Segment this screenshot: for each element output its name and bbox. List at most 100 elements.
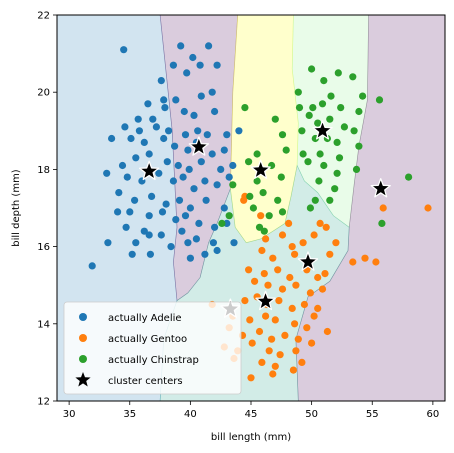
point-actually-adelie-31 [127, 134, 135, 143]
point-actually-adelie-17 [161, 104, 169, 112]
point-actually-chinstrap-48 [311, 196, 319, 204]
point-actually-adelie-42 [163, 158, 171, 166]
point-actually-adelie-37 [208, 150, 216, 158]
point-actually-chinstrap-32 [335, 154, 344, 162]
point-actually-adelie-86 [201, 250, 209, 258]
x-tick-label: 50 [305, 409, 318, 420]
point-actually-gentoo-8 [322, 223, 330, 231]
y-axis-ticks: 12 14 16 18 20 22 [37, 11, 57, 408]
data-points [88, 42, 432, 382]
point-actually-adelie-10 [144, 100, 152, 108]
x-tick-label: 40 [184, 409, 197, 420]
cluster-center-star-2 [188, 136, 210, 156]
point-actually-gentoo-30 [292, 281, 300, 289]
point-actually-gentoo-3 [262, 235, 270, 243]
point-actually-gentoo-42 [246, 316, 254, 324]
point-actually-gentoo-68 [289, 366, 297, 374]
point-actually-adelie-58 [115, 189, 123, 197]
point-actually-chinstrap-4 [334, 69, 342, 77]
point-actually-chinstrap-17 [305, 111, 313, 119]
point-actually-adelie-62 [175, 196, 184, 204]
point-actually-gentoo-11 [269, 254, 277, 262]
point-actually-adelie-57 [225, 173, 233, 181]
point-actually-adelie-72 [195, 219, 203, 227]
point-actually-gentoo-25 [314, 273, 322, 282]
point-actually-gentoo-4 [278, 231, 287, 239]
point-actually-adelie-21 [121, 123, 129, 131]
y-axis-label: bill depth (mm) [11, 169, 22, 247]
point-actually-adelie-76 [140, 227, 148, 235]
cluster-center-star-6 [297, 251, 319, 271]
point-actually-gentoo-51 [268, 335, 276, 343]
point-actually-chinstrap-41 [277, 173, 285, 181]
point-actually-gentoo-33 [241, 297, 249, 305]
legend-marker-2 [79, 334, 87, 342]
point-actually-gentoo-20 [245, 266, 253, 274]
y-tick-label: 14 [37, 319, 50, 330]
y-tick-label: 16 [37, 242, 50, 253]
point-actually-adelie-82 [132, 239, 140, 247]
point-actually-chinstrap-14 [337, 104, 345, 112]
point-actually-gentoo-46 [303, 324, 311, 332]
point-actually-adelie-6 [196, 61, 204, 69]
point-actually-chinstrap-47 [274, 196, 282, 204]
point-actually-adelie-91 [186, 254, 194, 262]
point-actually-adelie-69 [158, 208, 167, 216]
point-actually-gentoo-59 [276, 351, 284, 359]
point-actually-adelie-33 [160, 134, 168, 143]
x-tick-label: 55 [366, 409, 379, 420]
point-actually-adelie-11 [160, 96, 168, 104]
point-actually-adelie-63 [186, 204, 194, 212]
point-actually-adelie-67 [126, 208, 134, 216]
point-actually-chinstrap-28 [253, 150, 261, 158]
point-actually-adelie-64 [202, 196, 210, 204]
cluster-center-star-4 [312, 120, 333, 140]
point-actually-chinstrap-34 [245, 158, 253, 166]
point-actually-adelie-20 [211, 107, 219, 116]
point-actually-adelie-52 [169, 177, 177, 185]
point-actually-gentoo-58 [265, 347, 273, 355]
point-actually-gentoo-21 [260, 270, 268, 278]
point-actually-adelie-68 [145, 212, 153, 220]
point-actually-chinstrap-15 [355, 107, 363, 116]
point-actually-chinstrap-2 [320, 77, 328, 85]
point-actually-adelie-79 [192, 235, 200, 243]
point-actually-chinstrap-22 [278, 131, 287, 139]
point-actually-gentoo-39 [314, 304, 322, 312]
y-tick-label: 18 [37, 165, 50, 176]
point-actually-chinstrap-8 [359, 92, 367, 100]
point-actually-chinstrap-30 [299, 150, 307, 158]
point-actually-gentoo-15 [349, 258, 357, 266]
legend: actually Adelie actually Gentoo actually C… [63, 301, 242, 395]
point-actually-adelie-88 [88, 262, 96, 270]
legend-label-3: actually Chinstrap [108, 355, 199, 366]
point-actually-chinstrap-37 [320, 161, 328, 170]
point-actually-gentoo-44 [271, 316, 279, 324]
point-actually-adelie-61 [162, 200, 170, 208]
point-actually-adelie-85 [184, 239, 192, 247]
point-actually-gentoo-63 [258, 358, 266, 366]
point-actually-adelie-4 [189, 53, 197, 62]
x-tick-label: 45 [245, 409, 258, 420]
point-actually-gentoo-17 [372, 258, 380, 266]
point-actually-chinstrap-12 [309, 104, 317, 112]
point-actually-adelie-38 [220, 146, 228, 154]
point-actually-adelie-28 [223, 131, 231, 139]
point-actually-chinstrap-49 [326, 196, 334, 204]
y-tick-label: 22 [37, 11, 50, 22]
point-actually-gentoo-54 [323, 327, 331, 336]
point-actually-chinstrap-21 [350, 127, 358, 135]
x-axis-ticks: 30 35 40 45 50 55 60 [63, 401, 439, 420]
point-actually-gentoo-61 [308, 339, 316, 347]
legend-label-2: actually Gentoo [108, 334, 187, 345]
point-actually-adelie-66 [114, 208, 122, 216]
point-actually-adelie-34 [171, 142, 179, 150]
point-actually-chinstrap-23 [298, 127, 306, 135]
point-actually-adelie-25 [181, 131, 190, 139]
point-actually-adelie-46 [217, 165, 225, 173]
point-actually-adelie-41 [145, 150, 153, 158]
point-actually-gentoo-5 [288, 243, 296, 251]
point-actually-adelie-39 [118, 161, 127, 170]
point-actually-adelie-9 [183, 69, 191, 77]
point-actually-adelie-8 [157, 77, 165, 85]
